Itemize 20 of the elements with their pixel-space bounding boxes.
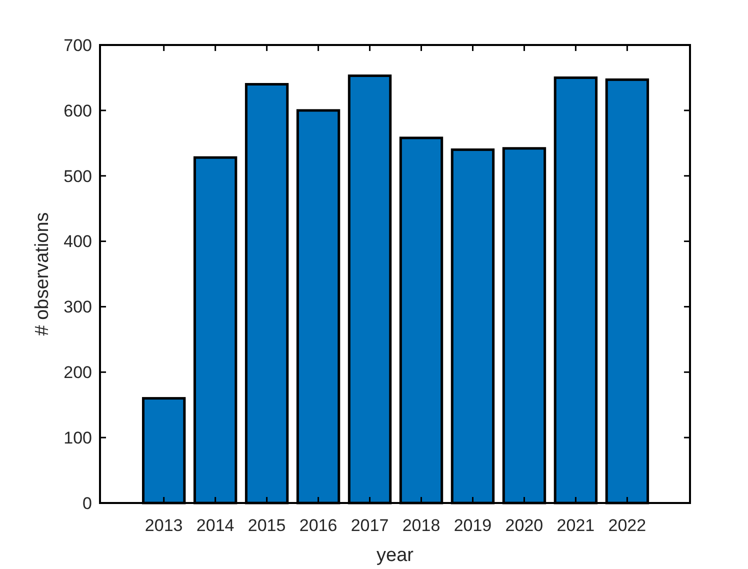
x-tick-label: 2019 <box>454 516 492 535</box>
x-tick-label: 2015 <box>248 516 286 535</box>
y-axis-title: # observations <box>32 212 53 336</box>
y-tick-label: 400 <box>64 232 92 252</box>
y-tick-label: 600 <box>64 101 92 120</box>
y-tick-label: 700 <box>64 36 92 55</box>
x-tick-label: 2020 <box>505 516 544 535</box>
x-tick-label: 2016 <box>299 516 338 535</box>
x-tick-label: 2022 <box>608 516 646 535</box>
x-tick-label: 2014 <box>196 516 234 535</box>
y-tick-label: 200 <box>64 363 92 382</box>
y-tick-label: 300 <box>64 298 92 317</box>
y-tick-label: 500 <box>64 166 92 186</box>
y-tick-label: 0 <box>82 494 92 513</box>
y-tick-label: 100 <box>64 428 92 448</box>
x-tick-label: 2021 <box>556 516 595 535</box>
x-axis-title: year <box>376 545 414 566</box>
x-tick-label: 2013 <box>144 516 183 535</box>
x-tick-label: 2018 <box>402 516 440 535</box>
x-tick-label: 2017 <box>350 516 389 535</box>
